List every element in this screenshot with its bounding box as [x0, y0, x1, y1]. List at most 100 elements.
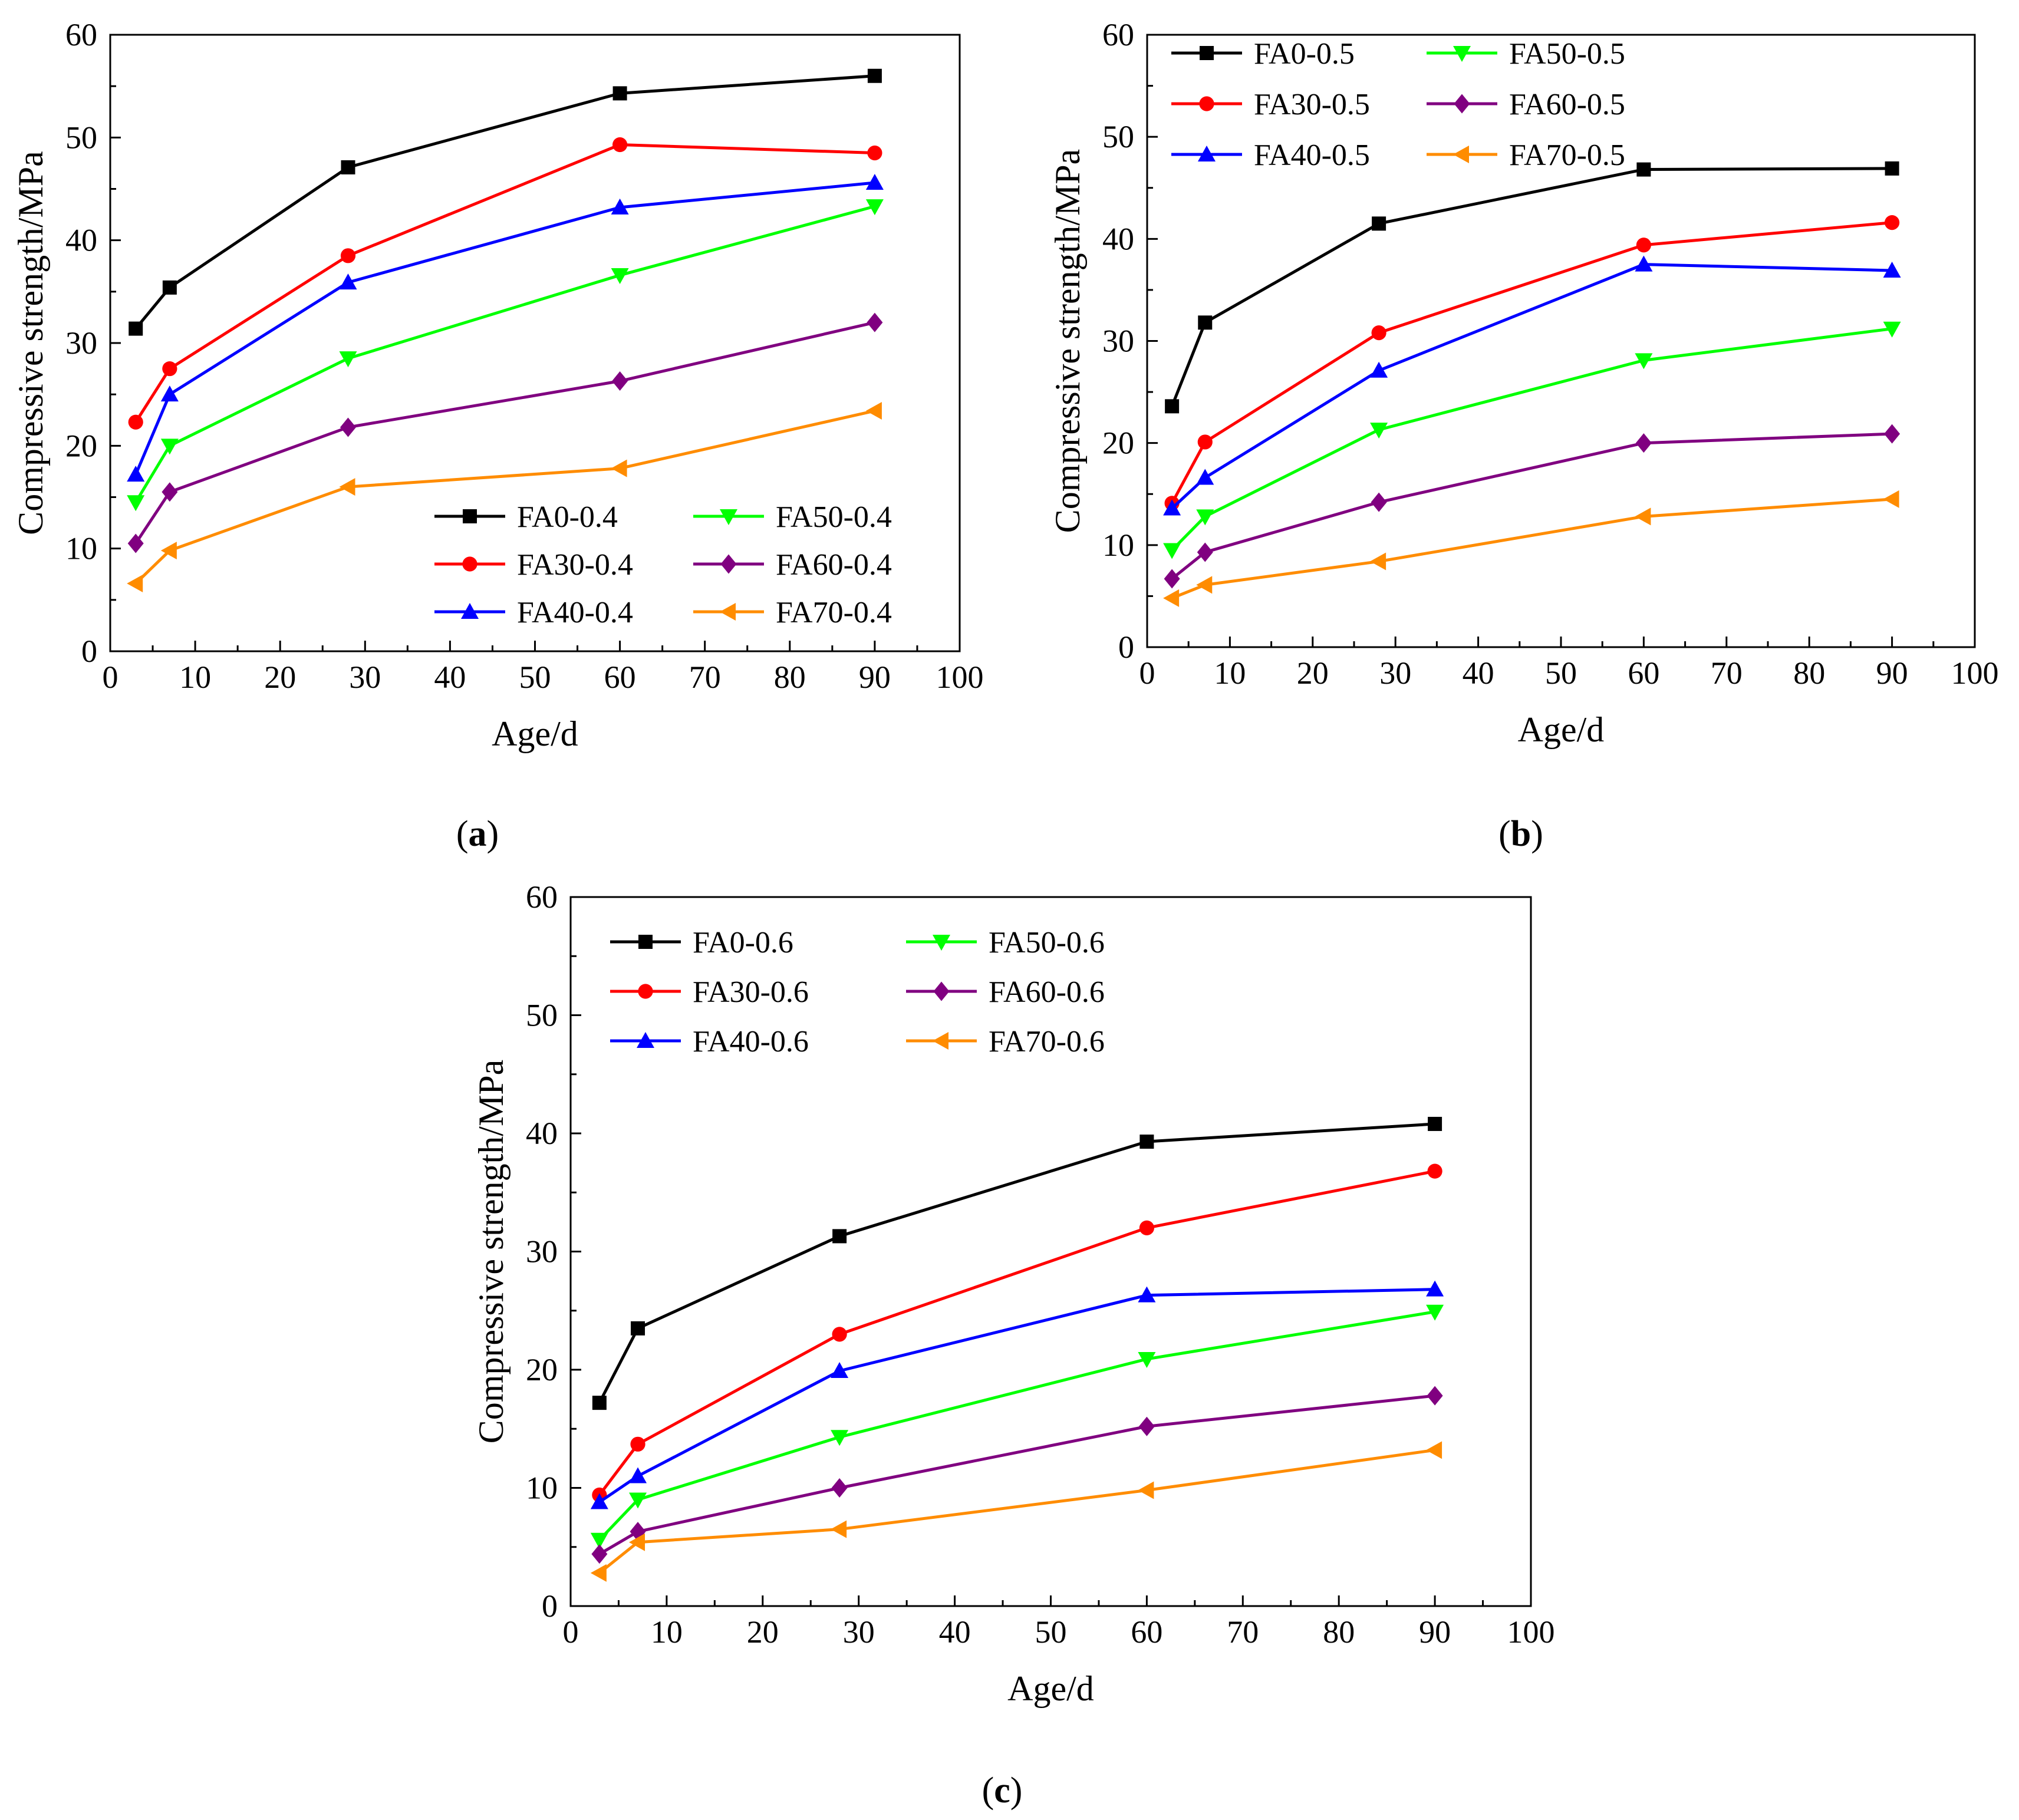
data-point — [1885, 215, 1900, 230]
legend-item-fa30: FA30-0.5 — [1171, 88, 1370, 121]
legend-label: FA60-0.5 — [1509, 88, 1625, 121]
panel-label-close: ) — [1010, 1770, 1023, 1811]
data-point — [160, 542, 177, 560]
data-point — [1163, 499, 1181, 516]
data-point — [831, 1362, 849, 1379]
data-point — [1636, 238, 1651, 253]
panel-label-letter: b — [1511, 814, 1531, 854]
x-tick-label: 100 — [936, 660, 984, 695]
legend-label: FA70-0.5 — [1509, 139, 1625, 172]
data-point — [1635, 507, 1651, 526]
data-point — [1198, 315, 1213, 330]
data-point — [1426, 1441, 1442, 1459]
x-tick-label: 0 — [103, 660, 118, 695]
legend-label: FA60-0.4 — [776, 548, 892, 582]
x-tick-label: 50 — [1545, 655, 1577, 691]
series-fa70 — [127, 402, 882, 592]
legend-item-fa0: FA0-0.5 — [1171, 37, 1355, 71]
x-tick-label: 0 — [1139, 655, 1155, 691]
series-line — [598, 1394, 1435, 1555]
panel-label-open: ( — [456, 814, 469, 854]
data-point — [162, 482, 178, 502]
data-point — [867, 68, 882, 83]
data-point — [1164, 569, 1180, 589]
series-line — [134, 181, 875, 476]
y-tick-label: 60 — [65, 17, 97, 52]
legend-marker — [933, 1032, 948, 1050]
data-point — [611, 198, 629, 215]
series-fa50 — [127, 199, 884, 512]
y-axis-title: Compressive strength/MPa — [472, 1060, 510, 1444]
x-tick-label: 80 — [774, 660, 806, 695]
legend-item-fa40: FA40-0.5 — [1171, 139, 1370, 172]
data-point — [1197, 542, 1213, 562]
series-line — [1170, 167, 1892, 407]
x-tick-label: 60 — [1628, 655, 1659, 691]
series-fa40 — [1163, 255, 1901, 516]
series-fa30 — [128, 137, 882, 430]
x-tick-label: 0 — [563, 1614, 579, 1650]
x-tick-label: 40 — [939, 1614, 971, 1650]
legend-label: FA0-0.5 — [1254, 37, 1355, 71]
series-fa70 — [590, 1441, 1442, 1582]
y-tick-label: 0 — [81, 634, 97, 669]
panel-label: (c) — [982, 1770, 1023, 1811]
legend-marker — [638, 935, 653, 949]
data-point — [127, 495, 145, 512]
data-point — [590, 1493, 608, 1509]
x-tick-label: 100 — [1507, 1614, 1555, 1650]
data-point — [1196, 509, 1214, 526]
data-point — [1138, 1286, 1156, 1303]
x-tick-label: 20 — [747, 1614, 779, 1650]
data-point — [1197, 434, 1213, 450]
y-tick-label: 40 — [1102, 221, 1134, 256]
data-point — [1427, 1386, 1443, 1406]
legend: FA0-0.4 FA30-0.4 FA40-0.4 FA50-0.4 FA60-0.4 F… — [434, 500, 892, 629]
data-point — [340, 248, 356, 263]
panel-label: (a) — [456, 814, 499, 854]
y-tick-label: 10 — [1102, 527, 1134, 563]
y-tick-label: 30 — [65, 325, 97, 361]
x-tick-label: 60 — [604, 660, 636, 695]
panel-label-letter: c — [994, 1770, 1010, 1811]
series-line — [1170, 221, 1892, 505]
data-point — [160, 438, 179, 455]
data-point — [629, 1467, 647, 1483]
data-point — [341, 160, 355, 174]
data-point — [1138, 1416, 1155, 1436]
legend-item-fa0: FA0-0.4 — [434, 500, 618, 534]
data-point — [162, 361, 177, 377]
x-tick-label: 10 — [179, 660, 211, 695]
x-tick-label: 90 — [1419, 1614, 1451, 1650]
y-tick-label: 50 — [1102, 119, 1134, 154]
panel-label-letter: a — [469, 814, 487, 854]
legend-marker — [720, 509, 737, 525]
data-point — [832, 1327, 847, 1342]
legend-label: FA30-0.6 — [693, 975, 809, 1009]
panel-label-close: ) — [487, 814, 499, 854]
y-axis-title: Compressive strength/MPa — [11, 151, 50, 535]
data-point — [160, 385, 179, 402]
panel-label-close: ) — [1531, 814, 1543, 854]
legend-marker — [1453, 46, 1471, 62]
y-tick-label: 40 — [65, 223, 97, 258]
legend-label: FA70-0.6 — [989, 1025, 1105, 1059]
legend-label: FA40-0.5 — [1254, 139, 1370, 172]
data-point — [629, 1492, 647, 1509]
legend-item-fa30: FA30-0.6 — [610, 975, 809, 1009]
x-tick-label: 30 — [1379, 655, 1411, 691]
data-point — [865, 174, 884, 190]
data-point — [1372, 216, 1386, 231]
chart-panel-b: 0 10 20 30 40 50 60 70 80 90 100 0 10 20 30 40 50 60 Age/d… — [1048, 17, 1999, 749]
y-tick-label: 20 — [1102, 426, 1134, 461]
series-line — [598, 1122, 1435, 1404]
data-point — [612, 371, 628, 391]
data-point — [340, 417, 356, 437]
data-point — [592, 1396, 607, 1410]
x-tick-label: 90 — [1876, 655, 1908, 691]
legend-label: FA30-0.4 — [517, 548, 633, 582]
legend-label: FA0-0.6 — [693, 926, 793, 960]
legend-item-fa50: FA50-0.6 — [906, 926, 1105, 960]
y-tick-label: 10 — [65, 531, 97, 566]
y-tick-label: 30 — [526, 1234, 558, 1270]
